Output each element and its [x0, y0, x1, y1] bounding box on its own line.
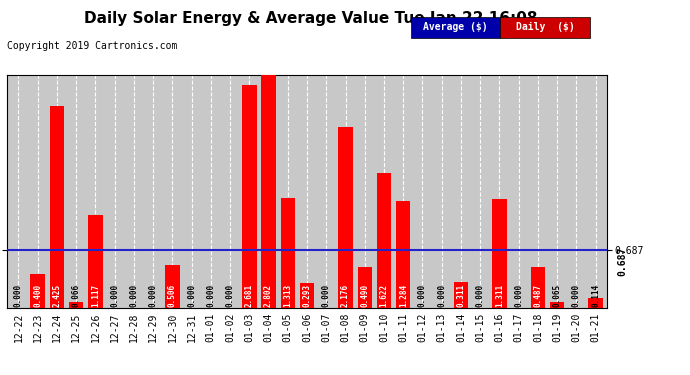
- Text: 0.065: 0.065: [553, 284, 562, 307]
- Text: Copyright 2019 Cartronics.com: Copyright 2019 Cartronics.com: [7, 41, 177, 51]
- Text: 1.117: 1.117: [91, 284, 100, 307]
- Text: 0.293: 0.293: [302, 284, 312, 307]
- Text: 0.400: 0.400: [33, 284, 42, 307]
- Text: 0.490: 0.490: [360, 284, 369, 307]
- Bar: [242, 85, 257, 308]
- Text: 0.000: 0.000: [437, 284, 446, 307]
- Bar: [377, 173, 391, 308]
- Bar: [492, 199, 506, 308]
- Text: 2.802: 2.802: [264, 284, 273, 307]
- Text: 0.000: 0.000: [148, 284, 157, 307]
- Bar: [88, 215, 103, 308]
- Bar: [338, 127, 353, 308]
- Text: 2.176: 2.176: [341, 284, 350, 307]
- Text: 0.000: 0.000: [130, 284, 139, 307]
- Text: 0.000: 0.000: [14, 284, 23, 307]
- Text: 0.000: 0.000: [572, 284, 581, 307]
- Text: 0.000: 0.000: [187, 284, 196, 307]
- Bar: [262, 75, 276, 307]
- Text: 1.284: 1.284: [399, 284, 408, 307]
- Text: 0.506: 0.506: [168, 284, 177, 307]
- Text: 0.000: 0.000: [206, 284, 215, 307]
- Text: 0.000: 0.000: [418, 284, 427, 307]
- Text: 1.313: 1.313: [284, 284, 293, 307]
- Bar: [357, 267, 372, 308]
- Bar: [165, 266, 179, 308]
- Text: 0.066: 0.066: [72, 284, 81, 307]
- Bar: [281, 198, 295, 308]
- Bar: [300, 283, 314, 308]
- Text: 2.425: 2.425: [52, 284, 61, 307]
- Text: Daily  ($): Daily ($): [515, 22, 575, 32]
- Bar: [30, 274, 45, 308]
- Text: 0.114: 0.114: [591, 284, 600, 307]
- Bar: [531, 267, 545, 308]
- Text: Average ($): Average ($): [423, 22, 488, 32]
- Text: 0.000: 0.000: [322, 284, 331, 307]
- Bar: [50, 106, 64, 307]
- Bar: [589, 298, 603, 307]
- Bar: [69, 302, 83, 307]
- Bar: [550, 302, 564, 307]
- Bar: [454, 282, 469, 308]
- Text: 1.311: 1.311: [495, 284, 504, 307]
- Text: 0.000: 0.000: [110, 284, 119, 307]
- Text: 0.000: 0.000: [226, 284, 235, 307]
- Text: 0.487: 0.487: [533, 284, 542, 307]
- Text: 1.622: 1.622: [380, 284, 388, 307]
- Text: 0.000: 0.000: [475, 284, 484, 307]
- Text: Daily Solar Energy & Average Value Tue Jan 22 16:08: Daily Solar Energy & Average Value Tue J…: [83, 11, 538, 26]
- Text: 2.681: 2.681: [245, 284, 254, 307]
- Bar: [396, 201, 411, 308]
- Text: 0.311: 0.311: [457, 284, 466, 307]
- Text: 0.000: 0.000: [514, 284, 523, 307]
